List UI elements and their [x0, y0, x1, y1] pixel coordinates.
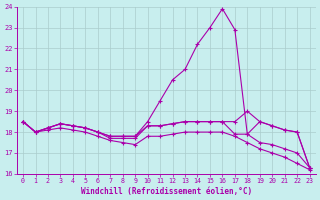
X-axis label: Windchill (Refroidissement éolien,°C): Windchill (Refroidissement éolien,°C)	[81, 187, 252, 196]
